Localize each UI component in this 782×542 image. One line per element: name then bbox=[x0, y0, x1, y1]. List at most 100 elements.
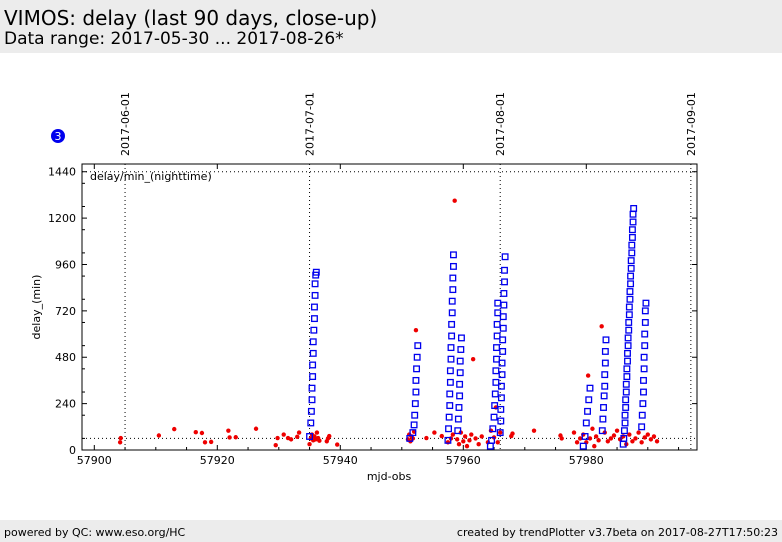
x-tick-label: 57980 bbox=[569, 454, 604, 467]
data-point bbox=[654, 439, 660, 444]
data-point bbox=[629, 218, 637, 226]
data-point bbox=[199, 430, 205, 436]
data-point bbox=[489, 425, 497, 433]
y-tick-label: 240 bbox=[55, 398, 76, 411]
data-point bbox=[314, 430, 320, 435]
data-point bbox=[307, 407, 315, 415]
data-point bbox=[309, 361, 317, 369]
data-point bbox=[501, 253, 509, 261]
data-point bbox=[450, 432, 456, 437]
data-point bbox=[624, 357, 631, 365]
badge-number: 3 bbox=[55, 130, 62, 143]
data-point bbox=[449, 286, 457, 294]
series-squares bbox=[306, 204, 650, 450]
data-point bbox=[296, 430, 302, 435]
data-point bbox=[456, 357, 464, 365]
date-marker-label: 2017-06-01 bbox=[119, 92, 132, 156]
data-point bbox=[531, 428, 537, 433]
data-point bbox=[317, 438, 322, 443]
data-point bbox=[627, 264, 635, 272]
data-point bbox=[411, 400, 419, 408]
x-tick-label: 57920 bbox=[200, 454, 235, 467]
data-point bbox=[409, 429, 417, 437]
data-point bbox=[454, 437, 460, 442]
data-point bbox=[628, 249, 636, 257]
data-point bbox=[584, 407, 591, 415]
footer-generator: created by trendPlotter v3.7beta on 2017… bbox=[456, 526, 778, 539]
data-point bbox=[592, 443, 597, 449]
data-point bbox=[497, 417, 505, 425]
data-point bbox=[648, 437, 654, 442]
data-point bbox=[598, 427, 606, 435]
data-point bbox=[641, 342, 649, 350]
data-point bbox=[639, 440, 644, 445]
plot-badge: 3 bbox=[51, 129, 65, 143]
data-point bbox=[601, 371, 609, 379]
data-point bbox=[499, 313, 507, 321]
data-point bbox=[608, 436, 614, 441]
delay-scatter-chart: 3 2017-06-01 2017-07-01 2017-08-01 2017-09-… bbox=[30, 92, 698, 483]
y-axis-ticks: 0 240 480 720 960 1200 1440 bbox=[48, 166, 697, 457]
data-point bbox=[498, 430, 503, 435]
data-point bbox=[117, 440, 123, 445]
data-point bbox=[628, 233, 636, 241]
data-point bbox=[456, 442, 462, 447]
data-point bbox=[493, 332, 501, 340]
data-point bbox=[630, 439, 635, 444]
date-marker-label: 2017-08-01 bbox=[494, 92, 507, 156]
data-point bbox=[620, 434, 628, 442]
date-axis-labels: 2017-06-01 2017-07-01 2017-08-01 2017-09-01 bbox=[119, 92, 698, 156]
x-tick-label: 57940 bbox=[323, 454, 358, 467]
data-point bbox=[253, 426, 259, 431]
data-point bbox=[410, 421, 418, 429]
data-point bbox=[585, 396, 593, 404]
data-point bbox=[450, 262, 457, 270]
data-point bbox=[601, 347, 609, 355]
data-point bbox=[413, 327, 419, 333]
data-point bbox=[448, 320, 456, 328]
data-point bbox=[627, 432, 632, 437]
data-point bbox=[499, 336, 507, 344]
data-point bbox=[446, 390, 454, 398]
data-point bbox=[492, 378, 500, 386]
data-point bbox=[623, 365, 631, 373]
data-point bbox=[601, 382, 609, 390]
series-circles bbox=[117, 198, 660, 449]
data-point bbox=[497, 405, 505, 413]
data-point bbox=[638, 423, 646, 431]
header-bar: VIMOS: delay (last 90 days, close-up) Da… bbox=[0, 0, 782, 53]
data-point bbox=[202, 440, 208, 445]
data-point bbox=[193, 430, 198, 435]
data-point bbox=[308, 384, 316, 392]
data-point bbox=[559, 436, 564, 441]
data-point bbox=[582, 419, 590, 427]
data-point bbox=[590, 426, 595, 431]
data-point bbox=[476, 442, 481, 447]
data-point bbox=[625, 311, 633, 319]
data-point bbox=[624, 334, 632, 342]
data-point bbox=[497, 382, 505, 390]
data-point bbox=[627, 272, 635, 280]
data-point bbox=[614, 428, 620, 433]
data-point bbox=[456, 392, 464, 400]
plot-annotation: delay/min_(nighttime) bbox=[90, 170, 212, 183]
data-point bbox=[445, 440, 451, 445]
data-point bbox=[625, 326, 633, 334]
data-point bbox=[447, 344, 455, 352]
data-point bbox=[446, 378, 454, 386]
data-point bbox=[495, 440, 500, 445]
data-point bbox=[311, 291, 319, 299]
data-point bbox=[439, 433, 444, 439]
data-point bbox=[208, 439, 214, 445]
data-point bbox=[452, 198, 457, 203]
data-point bbox=[448, 297, 456, 305]
data-point bbox=[639, 400, 647, 408]
data-point bbox=[640, 365, 648, 373]
data-point bbox=[310, 326, 318, 334]
data-point bbox=[309, 338, 317, 346]
data-point bbox=[470, 356, 476, 362]
data-point bbox=[469, 432, 474, 437]
data-point bbox=[307, 419, 315, 427]
data-point bbox=[226, 428, 231, 433]
data-point bbox=[626, 295, 634, 303]
